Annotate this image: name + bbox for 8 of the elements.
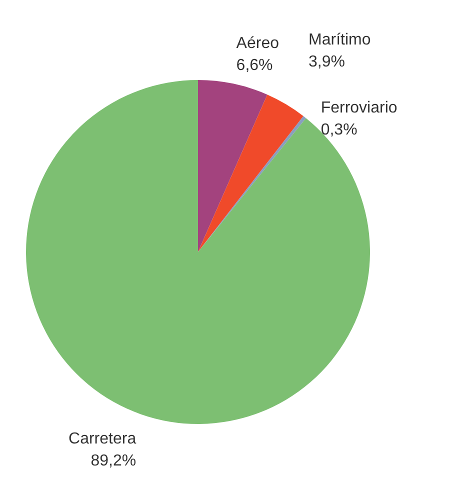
data-label: 89,2% xyxy=(90,452,136,470)
slice-label: Aéreo xyxy=(236,34,280,52)
data-label: 0,3% xyxy=(320,122,358,139)
slice-label: Marítimo xyxy=(308,31,371,48)
data-label: 6,6% xyxy=(236,56,273,74)
slice-label: Ferroviario xyxy=(320,100,398,117)
slice-label: Carretera xyxy=(68,430,136,448)
data-label: 3,9% xyxy=(308,53,346,70)
